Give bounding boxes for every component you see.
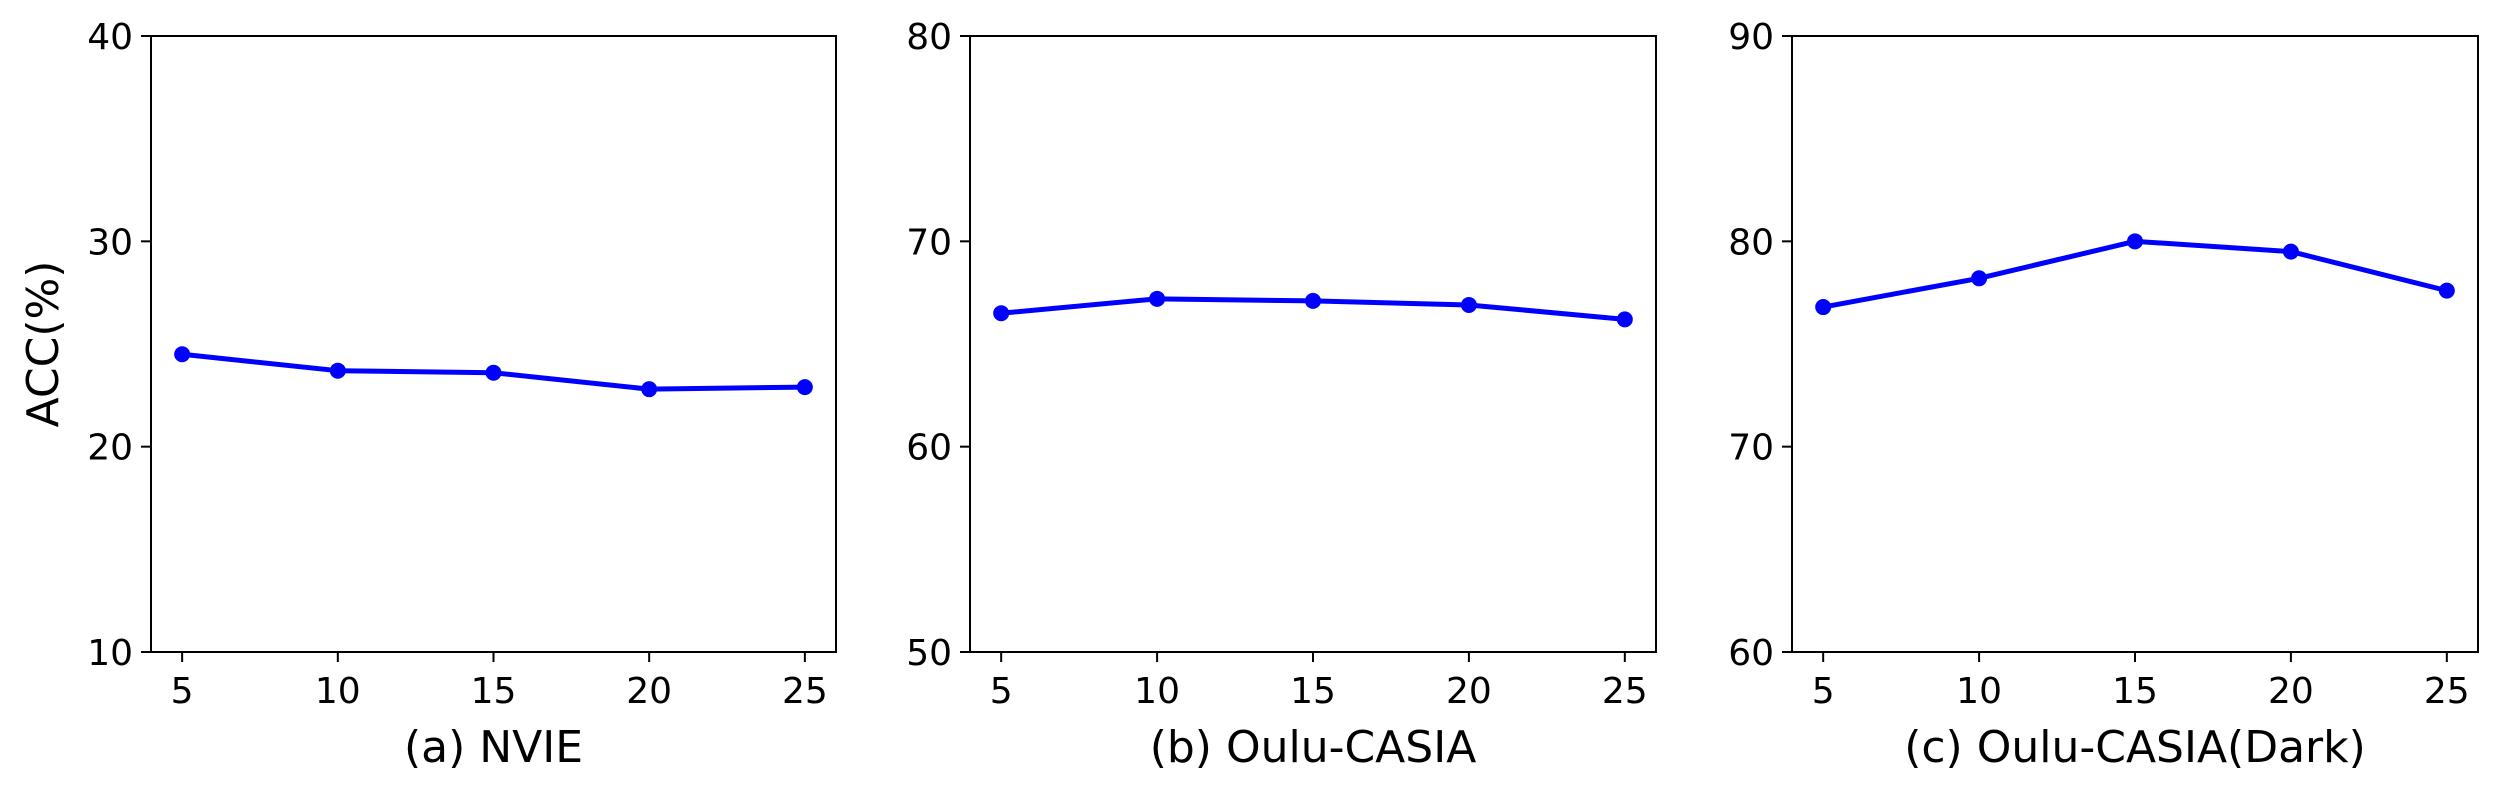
data-point	[993, 305, 1010, 322]
subplot-caption: (b) Oulu-CASIA	[1150, 722, 1477, 773]
data-point	[1149, 290, 1166, 307]
y-tick-label: 70	[1728, 428, 1774, 469]
x-tick-label: 20	[1446, 671, 1492, 712]
y-tick-label: 50	[906, 633, 952, 674]
series-line	[1820, 238, 2450, 310]
x-tick-label: 10	[1956, 671, 2002, 712]
data-point	[641, 381, 658, 398]
x-tick-label: 5	[990, 671, 1013, 712]
plot-frame	[969, 35, 1657, 653]
x-tick-label: 25	[1602, 671, 1648, 712]
x-tick-label: 5	[1812, 671, 1835, 712]
y-tick-label: 80	[906, 17, 952, 58]
y-tick-label: 80	[1728, 222, 1774, 263]
plot-frame	[150, 35, 837, 653]
data-point	[1971, 270, 1988, 287]
chart-panel-oulu-casia-dark: 5 10 15 20 25 60 70 80 90 (c) Oulu-CASIA(Dark)	[1728, 17, 2479, 773]
y-tick-label: 20	[87, 428, 133, 469]
data-point	[1305, 292, 1321, 309]
chart-panel-oulu-casia: 5 10 15 20 25 50 60 70 80 (b) Oulu-CASIA	[906, 17, 1657, 773]
y-tick-label: 60	[1728, 633, 1774, 674]
x-tick-label: 10	[1134, 671, 1180, 712]
x-tick-label: 10	[315, 671, 361, 712]
x-tick-label: 15	[2112, 671, 2158, 712]
x-tick-label: 5	[171, 671, 194, 712]
y-axis-label: ACC(%)	[18, 261, 69, 428]
data-point	[796, 379, 813, 396]
x-tick-label: 15	[1290, 671, 1336, 712]
data-point	[485, 364, 502, 381]
y-tick-label: 90	[1728, 17, 1774, 58]
x-tick-label: 25	[782, 671, 828, 712]
x-tick-label: 20	[2268, 671, 2314, 712]
data-point	[174, 346, 191, 363]
y-tick-label: 40	[87, 17, 133, 58]
data-point	[1460, 296, 1477, 313]
data-point	[329, 362, 346, 379]
y-tick-label: 70	[906, 222, 952, 263]
plot-frame	[1791, 35, 2479, 653]
x-tick-label: 25	[2424, 671, 2470, 712]
y-tick-label: 60	[906, 428, 952, 469]
data-point	[2127, 233, 2143, 250]
chart-panel-nvie: 5 10 15 20 25 10 20 30 40 (a) NVIE ACC(%)	[18, 17, 837, 773]
data-point	[2282, 243, 2299, 260]
subplot-caption: (a) NVIE	[404, 722, 583, 773]
x-tick-label: 15	[471, 671, 517, 712]
x-tick-label: 20	[626, 671, 672, 712]
data-point	[2438, 282, 2455, 299]
data-point	[1815, 299, 1832, 316]
data-point	[1616, 311, 1633, 328]
y-tick-label: 30	[87, 222, 133, 263]
subplot-caption: (c) Oulu-CASIA(Dark)	[1904, 722, 2366, 773]
y-tick-label: 10	[87, 633, 133, 674]
